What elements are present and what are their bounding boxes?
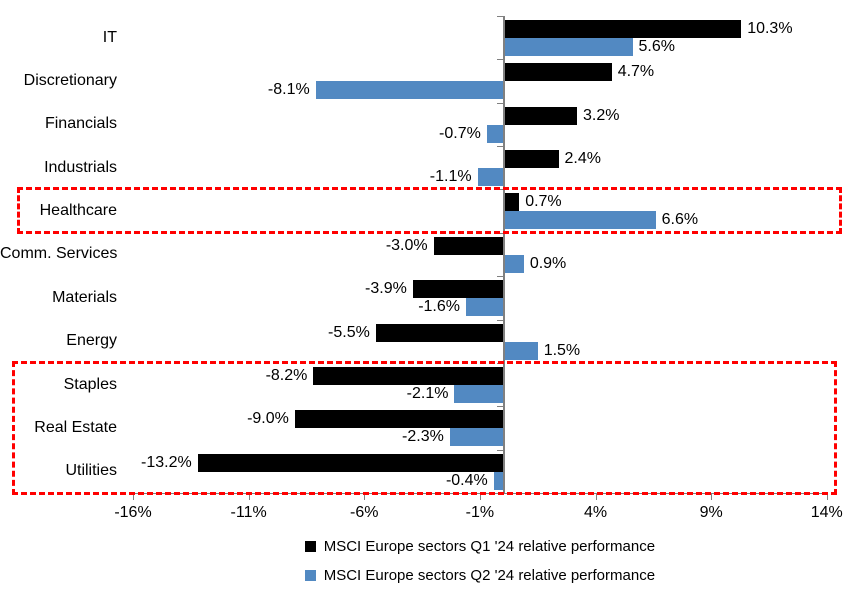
value-label: -2.1% [406,384,449,402]
legend-label-q1: MSCI Europe sectors Q1 '24 relative perf… [323,538,656,555]
category-label: Staples [63,375,117,393]
value-label: -8.2% [265,366,308,384]
category-label: Financials [44,115,117,133]
value-label: 6.6% [661,211,699,229]
x-tick-label: -1% [465,503,495,521]
legend-item-q2: MSCI Europe sectors Q2 '24 relative perf… [133,561,827,590]
x-tick-label: -6% [350,503,379,521]
y-axis-tick [497,449,503,451]
q2-bar [503,38,633,56]
q2-bar [503,211,656,230]
category-label: Comm. Services [0,245,118,263]
value-label: 0.9% [529,254,567,272]
highlight-box-healthcare [17,187,842,234]
q2-bar [493,471,503,490]
q2-bar [466,298,503,317]
q1-bar [503,193,520,212]
value-label: -9.0% [247,410,289,428]
legend-swatch-q1 [304,541,316,552]
category-label: Industrials [44,158,117,176]
q1-bar [433,236,503,255]
value-label: -1.1% [429,168,472,186]
y-axis-tick [497,59,503,61]
legend-item-q1: MSCI Europe sectors Q1 '24 relative perf… [133,532,827,561]
q1-bar [313,366,503,385]
x-axis-tick [479,492,481,500]
q2-bar [477,168,503,187]
q1-bar [412,280,503,299]
q2-bar [503,341,538,360]
q2-bar [454,384,503,403]
x-tick-label: 4% [583,503,608,521]
value-label: -2.3% [402,428,444,446]
x-tick-label: 14% [810,503,843,521]
y-axis-tick [497,16,503,17]
value-label: -13.2% [141,453,192,471]
x-axis-tick [364,492,366,500]
q1-bar [503,63,612,82]
value-label: -0.7% [439,124,481,142]
category-label: Real Estate [34,418,117,436]
y-axis-tick [497,319,503,321]
x-axis-tick [711,492,713,500]
category-label: Materials [52,288,117,306]
y-axis-line [503,16,505,493]
x-axis-tick [133,492,134,500]
value-label: -3.9% [365,280,407,298]
value-label: -3.0% [385,236,428,254]
value-label: 2.4% [564,150,601,168]
q1-bar [375,323,503,342]
value-label: 0.7% [525,193,562,211]
x-tick-label: -16% [114,503,152,521]
value-label: 4.7% [617,63,655,81]
q1-bar [503,20,742,38]
q1-bar [503,150,559,169]
q2-bar [503,254,524,273]
y-axis-tick [497,276,503,278]
category-label: Discretionary [23,72,117,90]
value-label: -5.5% [328,323,370,341]
x-axis-tick [595,492,597,500]
category-label: Utilities [65,462,117,480]
y-axis-tick [497,146,503,148]
value-label: -1.6% [418,298,460,316]
value-label: 5.6% [638,38,675,55]
q2-bar [486,124,503,143]
x-tick-label: -11% [230,503,267,521]
y-axis-tick [497,406,503,408]
y-axis-tick [497,102,503,104]
x-axis-tick [826,492,828,500]
legend-swatch-q2 [304,570,316,581]
q1-bar [503,106,577,125]
category-label: IT [102,28,117,46]
q1-bar [294,410,503,429]
value-label: -0.4% [445,471,488,489]
value-label: 3.2% [583,106,620,124]
value-label: 1.5% [543,341,581,359]
category-label: Energy [66,332,117,350]
x-axis-tick [248,492,250,500]
q1-bar [197,453,503,472]
x-tick-label: 9% [699,503,723,521]
value-label: 10.3% [747,20,793,37]
value-label: -8.1% [267,81,310,99]
highlight-box-defensives [12,360,837,495]
legend-label-q2: MSCI Europe sectors Q2 '24 relative perf… [323,567,656,584]
q2-bar [315,81,503,100]
q2-bar [449,428,503,447]
category-label: Healthcare [39,202,117,220]
